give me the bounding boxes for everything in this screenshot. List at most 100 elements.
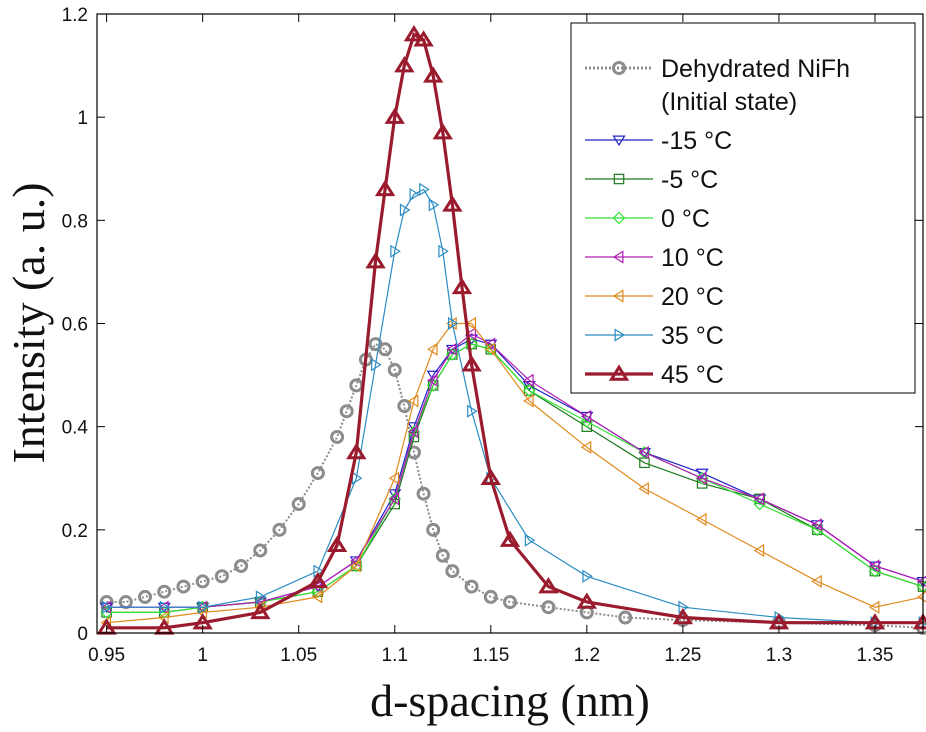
y-tick-label: 0.6 <box>62 315 88 336</box>
legend-label-line2: (Initial state) <box>661 88 797 116</box>
data-point <box>253 543 268 558</box>
data-point <box>811 574 822 588</box>
data-point <box>394 56 415 73</box>
data-point <box>384 107 405 124</box>
data-point <box>484 342 496 356</box>
data-point <box>416 486 431 501</box>
data-point <box>428 198 440 212</box>
data-point <box>403 25 425 42</box>
data-point <box>672 607 694 625</box>
series-layer <box>96 25 926 635</box>
data-point <box>255 590 267 604</box>
data-point <box>374 179 396 197</box>
data-point <box>387 362 402 377</box>
data-point <box>753 492 765 506</box>
legend-box <box>570 22 916 394</box>
data-point <box>176 579 191 594</box>
data-point <box>465 316 477 331</box>
legend-entry: Dehydrated NiFh (Initial state) <box>585 55 850 116</box>
data-point <box>427 342 438 356</box>
data-point <box>388 471 400 485</box>
data-point <box>339 404 354 419</box>
legend-label: 0 °C <box>661 205 710 233</box>
data-point <box>419 182 430 196</box>
data-point <box>753 494 767 505</box>
data-point <box>310 466 325 481</box>
data-point <box>157 584 172 599</box>
data-point <box>432 123 453 140</box>
x-tick-label: 1.3 <box>766 645 792 666</box>
series-line <box>106 333 924 608</box>
data-point <box>638 481 649 496</box>
legend-label: -15 °C <box>661 127 732 155</box>
data-point <box>407 394 419 408</box>
legend-entry: 10 °C <box>585 244 724 272</box>
series-line <box>106 188 923 624</box>
data-point <box>413 30 434 47</box>
data-point <box>638 445 649 460</box>
data-point <box>426 522 441 537</box>
data-point <box>461 355 482 372</box>
data-point <box>523 394 534 408</box>
legend-marker <box>612 61 626 75</box>
x-tick-label: 1.15 <box>472 645 509 666</box>
y-tick-label: 0.8 <box>62 211 88 232</box>
data-point <box>350 559 361 573</box>
data-point <box>291 497 306 512</box>
legend-marker <box>612 250 624 264</box>
data-point <box>576 592 598 609</box>
data-point <box>753 543 765 558</box>
data-point <box>198 600 209 614</box>
legend-marker <box>612 135 626 147</box>
data-point <box>272 522 287 537</box>
data-point <box>637 448 652 459</box>
legend-marker <box>613 173 625 185</box>
y-tick-label: 0 <box>77 624 88 645</box>
y-tick-label: 0.4 <box>62 418 89 439</box>
legend-label: 20 °C <box>661 283 724 311</box>
series-7 <box>102 182 926 630</box>
legend: Dehydrated NiFh (Initial state) -15 °C -5 °… <box>570 22 916 394</box>
y-tick-label: 1 <box>77 108 88 129</box>
data-point <box>868 600 880 614</box>
data-point <box>399 203 411 217</box>
x-tick-label: 0.95 <box>88 645 125 666</box>
y-axis-title: Intensity (a. u.) <box>3 182 54 463</box>
legend-entry: 45 °C <box>585 361 724 389</box>
data-point <box>435 548 450 563</box>
data-point <box>397 399 412 414</box>
y-tick-label: 1.2 <box>62 5 88 26</box>
data-point <box>582 569 593 583</box>
data-point <box>522 384 536 397</box>
data-point <box>365 252 386 269</box>
legend-entry: -5 °C <box>585 166 718 194</box>
data-point <box>138 589 153 604</box>
data-point <box>378 342 393 357</box>
data-point <box>446 342 457 356</box>
x-axis-title: d-spacing (nm) <box>370 675 650 726</box>
legend-label: 10 °C <box>661 244 724 272</box>
legend-marker <box>612 289 624 303</box>
data-point <box>445 564 460 579</box>
x-tick-label: 1.05 <box>280 645 317 666</box>
data-point <box>422 66 444 83</box>
data-point <box>250 602 271 620</box>
data-point <box>326 535 348 553</box>
x-tick-label: 1.2 <box>574 645 600 666</box>
x-tick-label: 1.25 <box>664 645 701 666</box>
legend-entry: -15 °C <box>585 127 732 155</box>
data-point <box>427 373 438 387</box>
y-tick-label: 0.2 <box>62 521 88 542</box>
legend-label: 45 °C <box>661 361 724 389</box>
data-point <box>195 574 210 589</box>
data-point <box>451 277 473 295</box>
data-point <box>868 559 880 573</box>
data-point <box>811 518 822 532</box>
data-point <box>580 409 592 423</box>
data-point <box>499 530 521 547</box>
data-point <box>541 600 556 615</box>
legend-entry: 35 °C <box>585 322 724 350</box>
data-point <box>696 512 707 527</box>
data-point <box>390 244 401 258</box>
